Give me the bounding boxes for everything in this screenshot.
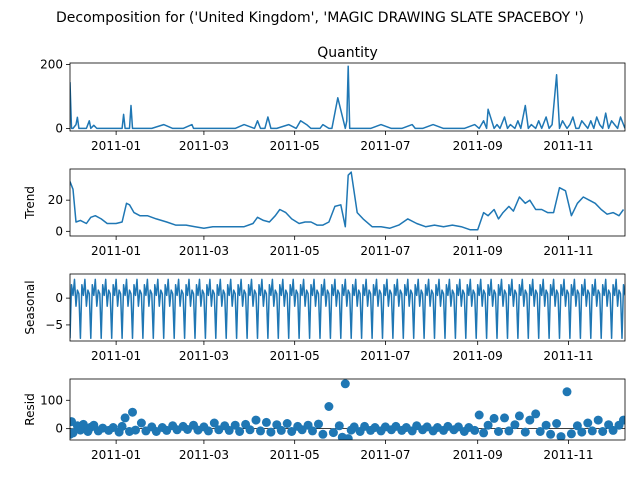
resid-point — [479, 428, 488, 437]
y-tick-label: −5 — [45, 318, 63, 332]
resid-point — [329, 428, 338, 437]
resid-point — [344, 434, 353, 443]
y-tick-label: 0 — [55, 422, 63, 436]
resid-point — [235, 427, 244, 436]
resid-point — [314, 420, 323, 429]
resid-point — [204, 426, 213, 435]
resid-point — [515, 411, 524, 420]
resid-point — [256, 426, 265, 435]
x-tick-label: 2011-01 — [91, 448, 141, 462]
x-tick-label: 2011-05 — [270, 244, 320, 258]
resid-point — [546, 430, 555, 439]
x-tick-label: 2011-09 — [453, 349, 503, 363]
x-tick-label: 2011-01 — [91, 139, 141, 153]
figure-suptitle: Decomposition for ('United Kingdom', 'MA… — [56, 10, 584, 26]
x-tick-label: 2011-05 — [270, 448, 320, 462]
resid-point — [521, 428, 530, 437]
resid-point — [266, 428, 275, 437]
x-tick-label: 2011-01 — [91, 244, 141, 258]
resid-point — [246, 425, 255, 434]
resid-point — [324, 402, 333, 411]
resid-point — [598, 427, 607, 436]
resid-point — [341, 379, 350, 388]
resid-point — [494, 427, 503, 436]
plot-area — [70, 66, 625, 128]
resid-point — [588, 426, 597, 435]
y-tick-label: 0 — [55, 121, 63, 135]
y-tick-label: 0 — [55, 291, 63, 305]
plot-area — [70, 172, 624, 230]
resid-point — [619, 416, 628, 425]
x-tick-label: 2011-11 — [543, 349, 593, 363]
resid-point — [490, 414, 499, 423]
plot-area — [66, 379, 629, 443]
x-tick-label: 2011-07 — [360, 448, 410, 462]
y-tick-label: 200 — [40, 58, 63, 72]
resid-point — [470, 426, 479, 435]
resid-point — [252, 416, 261, 425]
x-tick-label: 2011-03 — [179, 448, 229, 462]
resid-point — [594, 416, 603, 425]
x-tick-label: 2011-01 — [91, 349, 141, 363]
x-tick-label: 2011-11 — [543, 244, 593, 258]
resid-point — [475, 411, 484, 420]
resid-point — [318, 430, 327, 439]
panel-1: Quantity 0 200 2011-01 2011-03 2011-05 2011-07… — [40, 45, 625, 153]
x-tick-label: 2011-09 — [453, 139, 503, 153]
panel-4: Resid 0 100 2011-01 2011-03 2011-05 2011-07 201… — [23, 379, 628, 462]
resid-point — [500, 413, 509, 422]
resid-point — [121, 413, 130, 422]
resid-point — [583, 419, 592, 428]
resid-point — [531, 409, 540, 418]
resid-point — [577, 428, 586, 437]
resid-point — [552, 419, 561, 428]
resid-point — [128, 408, 137, 417]
y-axis-label: Trend — [23, 186, 37, 220]
x-tick-label: 2011-03 — [179, 139, 229, 153]
x-tick-label: 2011-07 — [360, 349, 410, 363]
resid-point — [308, 426, 317, 435]
resid-point — [131, 426, 140, 435]
resid-point — [283, 419, 292, 428]
x-tick-label: 2011-05 — [270, 139, 320, 153]
panel-3: Seasonal −5 0 2011-01 2011-03 2011-05 2011-07 2… — [23, 274, 625, 363]
panel-title: Quantity — [317, 45, 378, 61]
x-tick-label: 2011-05 — [270, 349, 320, 363]
y-axis-label: Seasonal — [23, 280, 37, 334]
resid-point — [118, 422, 127, 431]
resid-point — [567, 429, 576, 438]
x-tick-label: 2011-03 — [179, 349, 229, 363]
x-tick-label: 2011-07 — [360, 244, 410, 258]
resid-point — [484, 421, 493, 430]
series-line — [70, 172, 624, 230]
panel-2: Trend 0 20 2011-01 2011-03 2011-05 2011-07 2011… — [23, 169, 625, 258]
resid-point — [510, 420, 519, 429]
resid-point — [277, 426, 286, 435]
x-tick-label: 2011-11 — [543, 448, 593, 462]
x-tick-label: 2011-07 — [360, 139, 410, 153]
series-line — [70, 279, 625, 338]
x-tick-label: 2011-03 — [179, 244, 229, 258]
x-tick-label: 2011-09 — [453, 448, 503, 462]
y-tick-label: 0 — [55, 224, 63, 238]
x-tick-label: 2011-09 — [453, 244, 503, 258]
resid-point — [262, 418, 271, 427]
resid-point — [563, 387, 572, 396]
y-axis-label: Resid — [23, 393, 37, 425]
plot-area — [70, 279, 625, 338]
x-tick-label: 2011-11 — [543, 139, 593, 153]
series-line — [70, 66, 625, 128]
y-tick-label: 100 — [40, 393, 63, 407]
resid-point — [542, 421, 551, 430]
resid-point — [137, 419, 146, 428]
y-tick-label: 20 — [48, 193, 63, 207]
resid-point — [335, 421, 344, 430]
